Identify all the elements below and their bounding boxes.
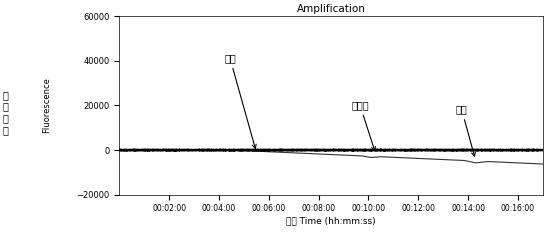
Title: Amplification: Amplification [296, 4, 365, 14]
X-axis label: 时间 Time (hh:mm:ss): 时间 Time (hh:mm:ss) [286, 216, 376, 225]
Text: 莞术: 莞术 [456, 104, 475, 156]
Text: 荺
光
强
度: 荺 光 强 度 [3, 90, 9, 135]
Text: 三七: 三七 [224, 53, 256, 148]
Y-axis label: Fluorescence: Fluorescence [43, 77, 51, 133]
Text: 水三七: 水三七 [351, 100, 375, 151]
